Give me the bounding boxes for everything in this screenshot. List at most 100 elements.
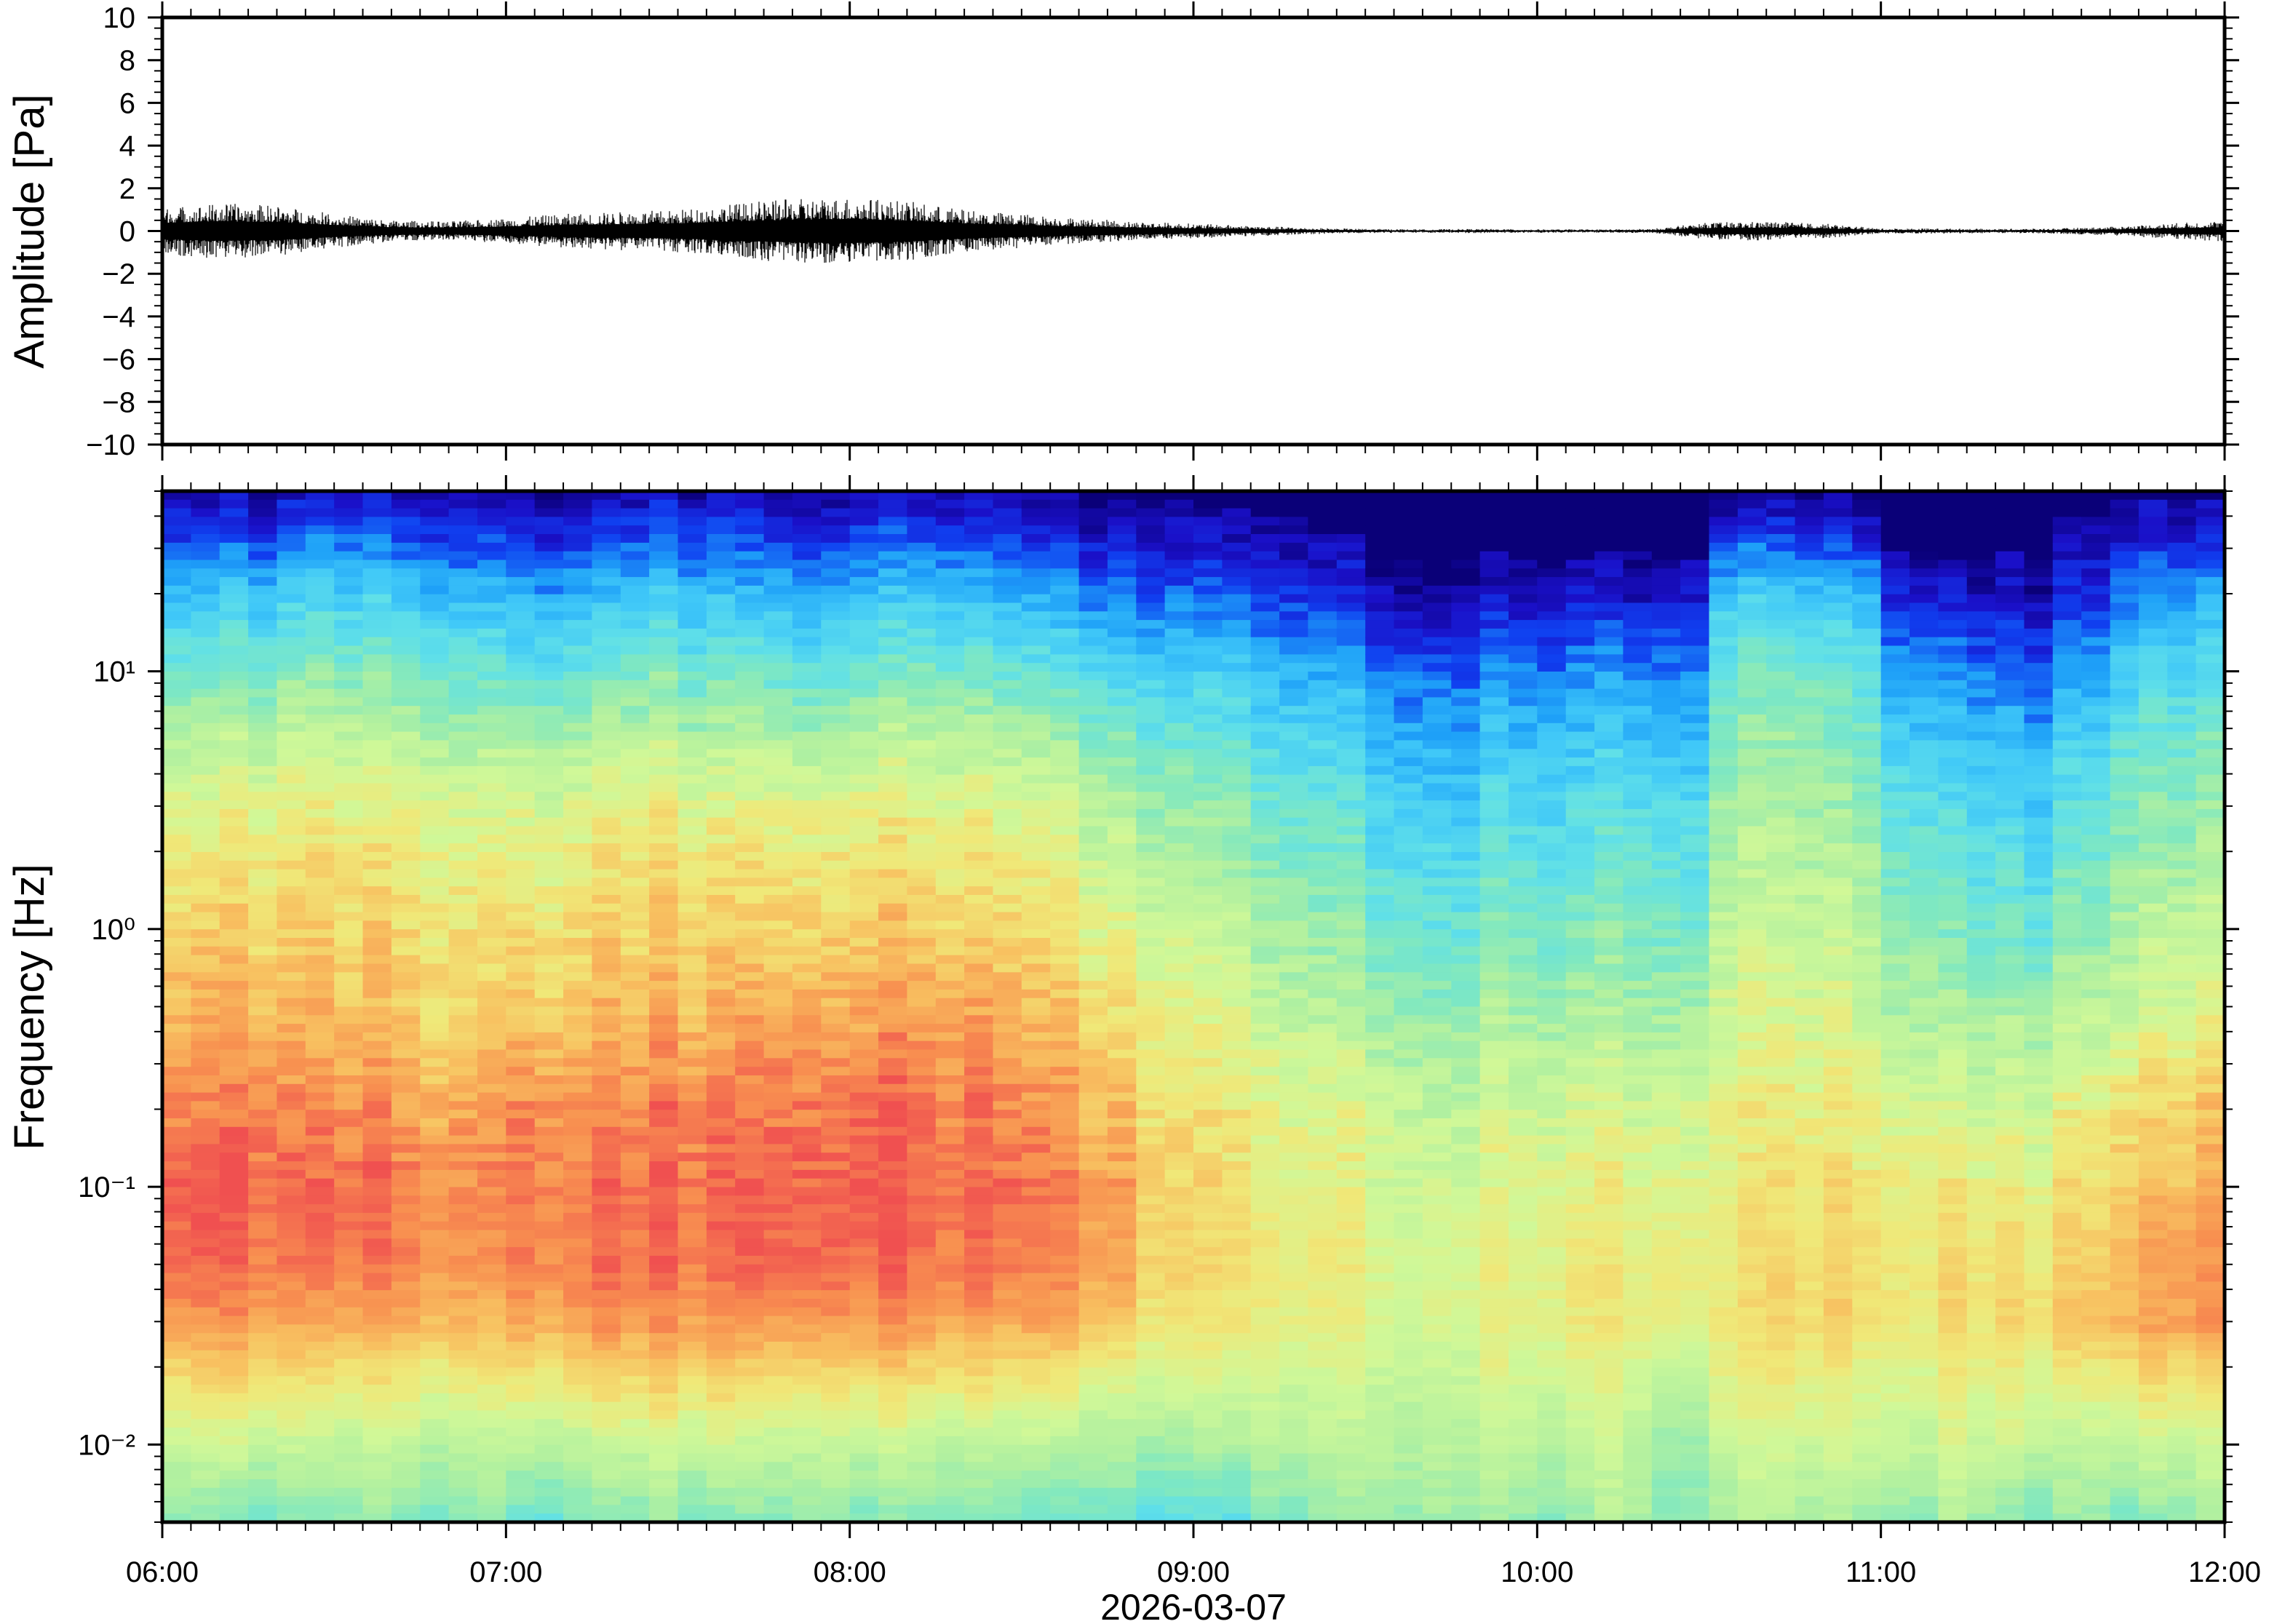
spectrogram-cell (649, 499, 679, 509)
spectrogram-cell (506, 1161, 536, 1171)
spectrogram-cell (1279, 1204, 1309, 1214)
spectrogram-cell (420, 1238, 450, 1248)
spectrogram-cell (1107, 1126, 1137, 1137)
spectrogram-cell (506, 998, 536, 1008)
spectrogram-cell (506, 611, 536, 621)
spectrogram-cell (1021, 585, 1051, 595)
spectrogram-cell (191, 1358, 220, 1369)
spectrogram-cell (506, 826, 536, 836)
spectrogram-cell (420, 1410, 450, 1420)
spectrogram-cell (191, 542, 220, 552)
spectrogram-cell (677, 835, 707, 844)
spectrogram-cell (878, 800, 908, 810)
spectrogram-cell (878, 1324, 908, 1334)
spectrogram-cell (305, 1315, 335, 1326)
spectrogram-cell (448, 1153, 478, 1162)
spectrogram-cell (448, 1015, 478, 1024)
spectrogram-cell (993, 637, 1022, 647)
spectrogram-cell (1136, 1401, 1166, 1412)
spectrogram-cell (993, 749, 1022, 758)
spectrogram-cell (506, 1376, 536, 1385)
spectrogram-cell (420, 963, 450, 974)
spectrogram-cell (191, 826, 220, 836)
spectrogram-cell (219, 740, 249, 749)
spectrogram-cell (391, 1385, 421, 1394)
spectrogram-cell (534, 723, 564, 733)
spectrogram-cell (993, 1350, 1022, 1360)
spectrogram-cell (763, 1058, 793, 1067)
spectrogram-cell (907, 1376, 937, 1385)
spectrogram-cell (305, 602, 335, 613)
spectrogram-cell (821, 1487, 851, 1497)
spectrogram-cell (1021, 1342, 1051, 1351)
spectrogram-cell (792, 1126, 822, 1137)
spectrogram-cell (964, 1428, 994, 1437)
spectrogram-cell (993, 903, 1022, 913)
spectrogram-cell (649, 998, 679, 1008)
spectrogram-cell (1050, 1505, 1080, 1514)
spectrogram-cell (334, 1281, 364, 1291)
spectrogram-cell (506, 534, 536, 544)
spectrogram-cell (592, 1144, 621, 1153)
spectrogram-cell (534, 929, 564, 939)
spectrogram-cell (248, 1058, 278, 1067)
spectrogram-cell (277, 1153, 306, 1162)
spectrogram-cell (620, 1110, 650, 1119)
spectrogram-cell (620, 1333, 650, 1342)
spectrogram-cell (792, 1101, 822, 1110)
spectrogram-cell (219, 1101, 249, 1110)
spectrogram-cell (1193, 1255, 1223, 1265)
spectrogram-cell (305, 1110, 335, 1119)
spectrogram-cell (649, 955, 679, 965)
spectrogram-cell (964, 800, 994, 810)
spectrogram-cell (677, 534, 707, 544)
spectrogram-cell (506, 1290, 536, 1299)
spectrogram-cell (907, 1470, 937, 1480)
spectrogram-cell (1136, 835, 1166, 844)
spectrogram-cell (763, 491, 793, 501)
spectrogram-cell (1279, 920, 1309, 930)
spectrogram-cell (1021, 757, 1051, 767)
spectrogram-cell (735, 568, 765, 578)
spectrogram-cell (878, 912, 908, 922)
spectrogram-cell (706, 1135, 736, 1145)
spectrogram-cell (1308, 1410, 1338, 1420)
spectrogram-cell (1222, 542, 1252, 552)
spectrogram-cell (534, 1153, 564, 1162)
spectrogram-cell (477, 800, 507, 810)
spectrogram-cell (1136, 1290, 1166, 1299)
spectrogram-cell (993, 1479, 1022, 1489)
spectrogram-cell (219, 1230, 249, 1240)
spectrogram-cell (1164, 1083, 1194, 1094)
spectrogram-cell (1050, 534, 1080, 544)
spectrogram-cell (477, 1453, 507, 1463)
spectrogram-cell (448, 731, 478, 741)
spectrogram-cell (277, 628, 306, 638)
spectrogram-cell (907, 706, 937, 715)
spectrogram-cell (1107, 1049, 1137, 1059)
spectrogram-cell (792, 706, 822, 715)
spectrogram-cell (477, 1212, 507, 1222)
spectrogram-cell (993, 688, 1022, 698)
spectrogram-cell (1250, 1496, 1280, 1506)
spectrogram-cell (993, 817, 1022, 827)
spectrogram-cell (821, 912, 851, 922)
spectrogram-cell (821, 1032, 851, 1042)
spectrogram-cell (1250, 1419, 1280, 1428)
spectrogram-cell (935, 1385, 965, 1394)
spectrogram-cell (907, 1067, 937, 1076)
spectrogram-cell (477, 1505, 507, 1514)
spectrogram-cell (1164, 585, 1194, 595)
spectrogram-cell (849, 783, 879, 793)
spectrogram-cell (477, 912, 507, 922)
spectrogram-cell (477, 1401, 507, 1412)
spectrogram-cell (277, 877, 306, 887)
spectrogram-cell (706, 800, 736, 810)
spectrogram-cell (1136, 946, 1166, 956)
spectrogram-cell (1250, 869, 1280, 879)
spectrogram-cell (362, 1496, 392, 1506)
spectrogram-cell (191, 895, 220, 904)
spectrogram-cell (1050, 1307, 1080, 1317)
spectrogram-cell (248, 1307, 278, 1317)
spectrogram-cell (935, 1058, 965, 1067)
